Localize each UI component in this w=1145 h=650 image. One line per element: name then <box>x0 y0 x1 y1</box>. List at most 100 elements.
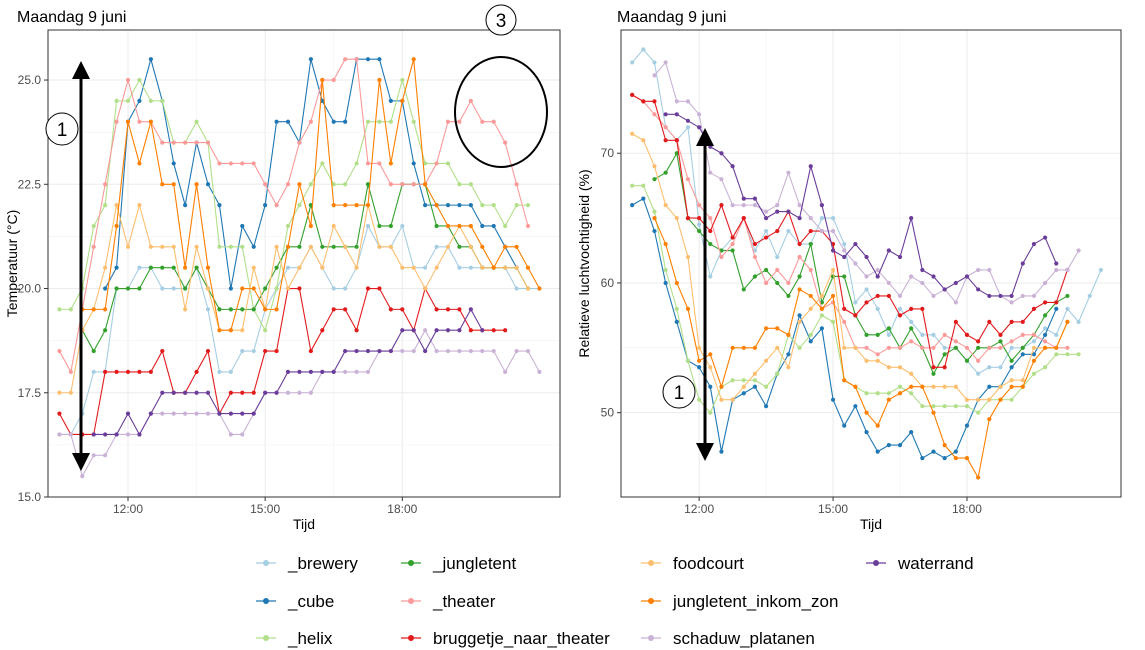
legend-item-foodcourt: foodcourt <box>641 554 744 573</box>
legend-item-_theater: _theater <box>401 592 496 611</box>
humidity-point-jungletent_inkom_zon <box>842 378 847 383</box>
temperature-point-_cube <box>274 119 279 124</box>
right-arrow-label-ring <box>662 375 696 409</box>
humidity-point-jungletent_inkom_zon <box>875 423 880 428</box>
humidity-point-jungletent_inkom_zon <box>886 397 891 402</box>
temperature-point-_theater <box>103 182 108 187</box>
humidity-point-_theater <box>797 254 802 260</box>
humidity-point-foodcourt <box>752 371 758 376</box>
humidity-point-jungletent_inkom_zon <box>1065 319 1070 324</box>
temperature-point-foodcourt <box>354 265 359 270</box>
temperature-point-_helix <box>263 328 268 333</box>
temperature-point-jungletent_inkom_zon <box>365 203 371 208</box>
humidity-point-waterrand <box>1009 293 1014 299</box>
humidity-point-_theater <box>1031 332 1037 337</box>
temperature-point-bruggetje_naar_theater <box>137 369 142 375</box>
temperature-point-bruggetje_naar_theater <box>205 348 211 354</box>
humidity-point-_helix <box>964 404 970 409</box>
temperature-point-_helix <box>240 244 245 249</box>
temperature-series-_theater <box>57 57 531 375</box>
temperature-point-_helix <box>491 203 496 208</box>
humidity-point-_helix <box>730 378 735 383</box>
humidity-point-_helix <box>674 306 679 312</box>
temperature-point-_theater <box>491 119 496 124</box>
humidity-point-schaduw_platanen <box>730 203 735 208</box>
temperature-point-waterrand <box>103 432 108 437</box>
humidity-point-jungletent_inkom_zon <box>931 410 936 415</box>
humidity-point-_theater <box>763 280 769 286</box>
temperature-panel: Maandag 9 juni 12:00 15:00 18:00 15.0 17.5 20.… <box>4 9 561 532</box>
legend-item-_brewery: _brewery <box>256 554 358 573</box>
humidity-point-bruggetje_naar_theater <box>842 306 847 312</box>
humidity-point-bruggetje_naar_theater <box>931 365 936 370</box>
humidity-point-_theater <box>786 280 791 286</box>
temperature-point-_helix <box>423 161 428 166</box>
humidity-x-tick-label: 18:00 <box>952 502 982 516</box>
humidity-series-_brewery <box>630 47 1104 376</box>
temperature-point-_cube <box>205 182 211 187</box>
humidity-point-_brewery <box>1098 267 1104 273</box>
humidity-point-waterrand <box>808 164 813 169</box>
temperature-point-jungletent_inkom_zon <box>274 307 279 312</box>
humidity-point-jungletent_inkom_zon <box>909 384 914 389</box>
temperature-point-schaduw_platanen <box>343 369 348 375</box>
legend-item-_cube: _cube <box>256 592 334 611</box>
humidity-point-_theater <box>1065 345 1070 350</box>
humidity-point-waterrand <box>763 215 769 221</box>
temperature-point-foodcourt <box>57 390 62 395</box>
humidity-point-_jungletent <box>674 151 679 156</box>
humidity-point-schaduw_platanen <box>786 170 791 175</box>
humidity-series-bruggetje_naar_theater <box>630 92 1070 370</box>
legend-key-point <box>873 560 879 566</box>
humidity-point-jungletent_inkom_zon <box>708 352 713 357</box>
humidity-point-_jungletent <box>752 274 758 279</box>
humidity-point-foodcourt <box>685 254 691 260</box>
humidity-point-_theater <box>808 267 813 273</box>
temperature-point-jungletent_inkom_zon <box>354 203 359 208</box>
humidity-point-bruggetje_naar_theater <box>953 319 958 324</box>
temperature-point-_helix <box>354 161 359 166</box>
temperature-point-waterrand <box>411 328 416 333</box>
temperature-point-_jungletent <box>183 286 188 291</box>
temperature-point-foodcourt <box>68 390 73 395</box>
temperature-point-waterrand <box>377 348 382 354</box>
legend-key-point <box>263 598 269 604</box>
temperature-point-_jungletent <box>434 223 439 229</box>
humidity-point-jungletent_inkom_zon <box>987 417 992 422</box>
humidity-point-bruggetje_naar_theater <box>663 138 668 143</box>
humidity-point-_cube <box>1031 352 1037 357</box>
humidity-point-_jungletent <box>1009 358 1014 363</box>
humidity-point-_brewery <box>1043 326 1048 331</box>
humidity-point-_helix <box>1031 371 1037 376</box>
temperature-point-_jungletent <box>365 182 371 187</box>
humidity-point-_jungletent <box>708 241 713 247</box>
humidity-point-jungletent_inkom_zon <box>976 475 981 480</box>
temperature-point-_helix <box>217 244 222 249</box>
humidity-point-schaduw_platanen <box>987 267 992 273</box>
temperature-point-_theater <box>160 140 165 145</box>
temperature-point-_jungletent <box>251 307 256 312</box>
humidity-point-_theater <box>719 254 724 260</box>
humidity-y-tick-label: 60 <box>601 276 615 290</box>
temperature-point-_jungletent <box>137 286 142 291</box>
legend-key-point <box>408 560 414 566</box>
temperature-point-_helix <box>468 182 473 187</box>
legend-item-_jungletent: _jungletent <box>401 554 516 573</box>
humidity-point-bruggetje_naar_theater <box>797 241 802 247</box>
temperature-point-foodcourt <box>240 328 245 333</box>
humidity-panel: Maandag 9 juni 12:00 15:00 18:00 50 60 70 Tijd R… <box>576 9 1122 532</box>
temperature-point-_theater <box>525 223 531 229</box>
humidity-point-_theater <box>730 241 735 247</box>
temperature-point-_jungletent <box>274 265 279 270</box>
left-highlight-ellipse <box>454 56 548 168</box>
temperature-point-_theater <box>354 57 359 62</box>
temperature-point-_jungletent <box>240 307 245 312</box>
humidity-point-waterrand <box>909 215 914 221</box>
humidity-point-_jungletent <box>1020 345 1025 350</box>
humidity-point-waterrand <box>897 254 903 260</box>
temperature-point-_brewery <box>285 265 291 270</box>
humidity-y-tick-label: 70 <box>601 146 615 160</box>
temperature-point-waterrand <box>91 432 96 437</box>
temperature-point-jungletent_inkom_zon <box>171 182 176 187</box>
humidity-point-schaduw_platanen <box>909 274 914 279</box>
